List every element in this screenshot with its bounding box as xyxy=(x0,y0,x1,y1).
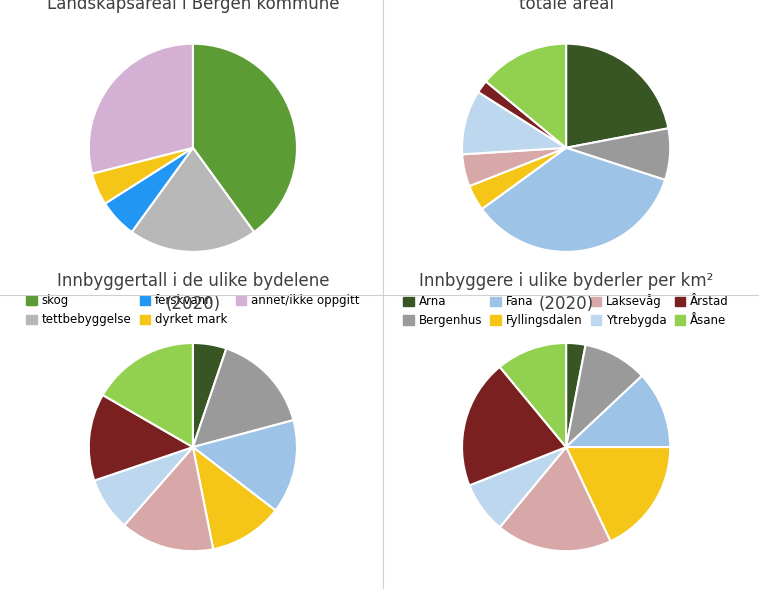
Wedge shape xyxy=(94,447,193,525)
Title: Innbyggertall i de ulike bydelene
(2020): Innbyggertall i de ulike bydelene (2020) xyxy=(57,273,329,313)
Wedge shape xyxy=(566,44,669,148)
Wedge shape xyxy=(193,349,294,447)
Wedge shape xyxy=(566,345,642,447)
Wedge shape xyxy=(89,395,193,481)
Wedge shape xyxy=(193,447,276,549)
Wedge shape xyxy=(499,343,566,447)
Wedge shape xyxy=(105,148,193,232)
Wedge shape xyxy=(193,420,297,511)
Title: Innbyggere i ulike byderler per km²
(2020): Innbyggere i ulike byderler per km² (202… xyxy=(419,273,713,313)
Title: Landskapsareal i Bergen kommune: Landskapsareal i Bergen kommune xyxy=(46,0,339,14)
Wedge shape xyxy=(482,148,665,252)
Wedge shape xyxy=(469,447,566,527)
Wedge shape xyxy=(102,343,193,447)
Wedge shape xyxy=(566,343,586,447)
Wedge shape xyxy=(92,148,193,204)
Wedge shape xyxy=(566,128,670,180)
Wedge shape xyxy=(89,44,193,174)
Wedge shape xyxy=(486,44,566,148)
Wedge shape xyxy=(193,44,297,232)
Wedge shape xyxy=(462,92,566,154)
Wedge shape xyxy=(499,447,610,551)
Wedge shape xyxy=(462,367,566,485)
Wedge shape xyxy=(132,148,254,252)
Wedge shape xyxy=(193,343,226,447)
Wedge shape xyxy=(124,447,213,551)
Wedge shape xyxy=(469,148,566,209)
Wedge shape xyxy=(566,447,670,541)
Legend: skog, tettbebyggelse, ferskvann, dyrket mark, annet/ikke oppgitt: skog, tettbebyggelse, ferskvann, dyrket … xyxy=(27,294,360,326)
Wedge shape xyxy=(566,376,670,447)
Title: Ulike bydelers andel av kommunens
totale areal: Ulike bydelers andel av kommunens totale… xyxy=(415,0,717,14)
Legend: Arna, Bergenhus, Fana, Fyllingsdalen, Laksevåg, Ytrebygda, Årstad, Åsane: Arna, Bergenhus, Fana, Fyllingsdalen, La… xyxy=(403,294,729,327)
Wedge shape xyxy=(462,148,566,186)
Wedge shape xyxy=(478,81,566,148)
